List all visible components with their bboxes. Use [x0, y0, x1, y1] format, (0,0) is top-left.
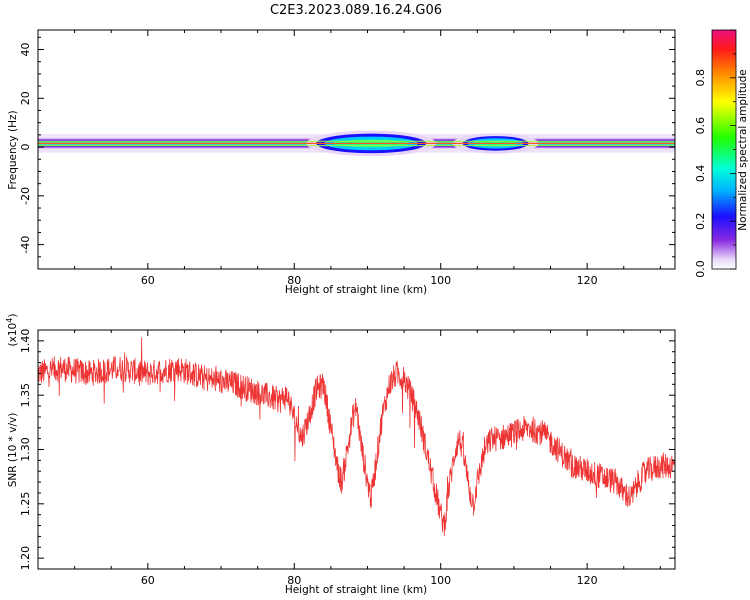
snr-ticks: 60 80 100 120 1.40 1.35 1.30 1.25 1.20	[19, 329, 675, 587]
snr-y-tick-label: 1.35	[19, 383, 32, 408]
colorbar-gradient	[711, 29, 737, 270]
spectrogram-y-tick-label: 40	[19, 43, 32, 57]
spectrogram-y-tick-label: 0	[19, 144, 32, 151]
colorbar-tick-label: 0.2	[694, 212, 707, 230]
colorbar-tick-label: 0.6	[694, 117, 707, 135]
spectrogram-panel: 60 80 100 120 40 20 0 -20 -40 Height of straight…	[7, 29, 676, 296]
colorbar-label: Normalized spectral amplitude	[737, 69, 749, 230]
snr-panel: 60 80 100 120 1.40 1.35 1.30 1.25 1.20 Height of…	[5, 314, 676, 596]
spectrogram-x-tick-label: 80	[287, 274, 301, 287]
snr-multiplier: (x104)	[5, 314, 19, 347]
colorbar-ticks: 0.0 0.2 0.4 0.6 0.8	[694, 29, 736, 278]
snr-y-tick-label: 1.25	[19, 492, 32, 517]
spectrogram-xlabel: Height of straight line (km)	[285, 284, 427, 296]
spectrogram-x-tick-label: 120	[577, 274, 598, 287]
snr-x-tick-label: 100	[430, 574, 451, 587]
spectrogram-y-tick-label: -20	[19, 187, 32, 205]
spectrogram-y-tick-label: 20	[19, 91, 32, 105]
snr-series-line	[38, 337, 675, 536]
spectrogram-ticks: 60 80 100 120 40 20 0 -20 -40	[19, 30, 675, 287]
spectrogram-x-tick-label: 60	[141, 274, 155, 287]
colorbar: 0.0 0.2 0.4 0.6 0.8 Normalized spectral ampl…	[694, 29, 749, 278]
snr-y-tick-label: 1.30	[19, 437, 32, 462]
snr-x-tick-label: 120	[577, 574, 598, 587]
snr-x-tick-label: 60	[141, 574, 155, 587]
snr-y-tick-label: 1.40	[19, 329, 32, 354]
snr-xlabel: Height of straight line (km)	[285, 584, 427, 596]
snr-ylabel: SNR (10 * v/v)	[7, 413, 19, 488]
spectrogram-x-tick-label: 100	[430, 274, 451, 287]
colorbar-tick-label: 0.4	[694, 165, 707, 183]
spectrogram-frame	[37, 29, 676, 270]
snr-x-tick-label: 80	[287, 574, 301, 587]
figure-title: C2E3.2023.089.16.24.G06	[270, 3, 442, 18]
spectrogram-y-tick-label: -40	[19, 236, 32, 254]
spectral-band	[38, 130, 675, 157]
snr-y-tick-label: 1.20	[19, 546, 32, 571]
spectrogram-ylabel: Frequency (Hz)	[7, 110, 19, 189]
colorbar-tick-label: 0.0	[694, 260, 707, 278]
colorbar-tick-label: 0.8	[694, 69, 707, 87]
